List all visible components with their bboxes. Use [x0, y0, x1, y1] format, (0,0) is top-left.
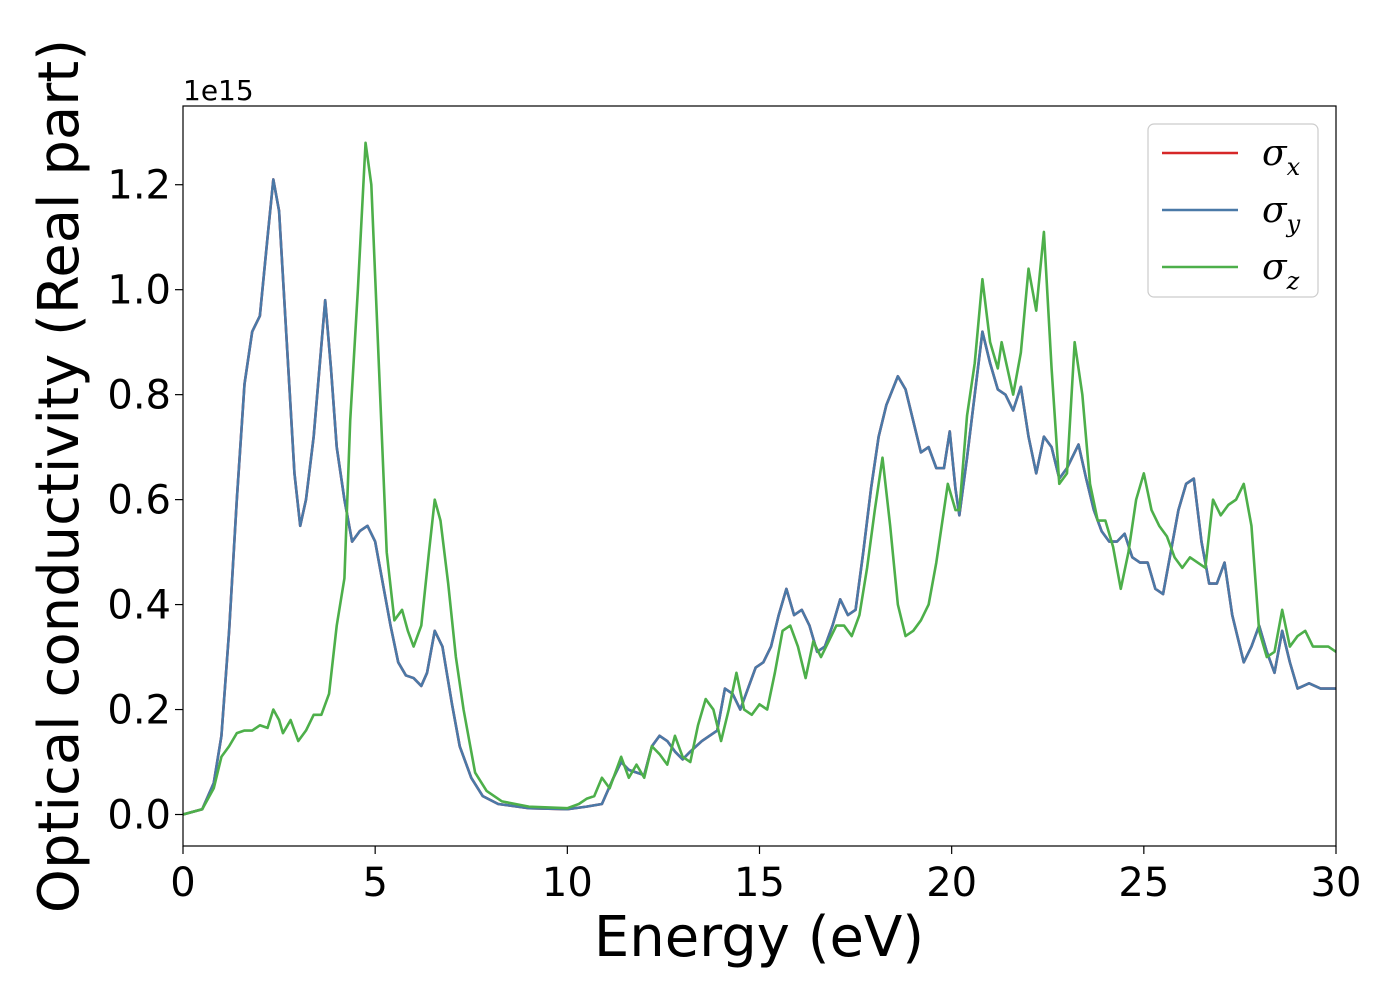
series-layer: [183, 141, 1336, 816]
legend-subscript: z: [1286, 267, 1300, 295]
legend-symbol: σ: [1262, 133, 1288, 174]
legend-symbol: σ: [1262, 247, 1288, 288]
legend-subscript: y: [1286, 210, 1301, 238]
y-axis-label: Optical conductivity (Real part): [27, 39, 92, 913]
y-tick-label: 0.4: [107, 583, 171, 629]
legend-symbol: σ: [1262, 190, 1288, 231]
y-tick-label: 1.2: [107, 163, 171, 209]
legend-label-x: σx: [1262, 133, 1301, 181]
x-tick-label: 30: [1311, 860, 1362, 906]
x-tick-label: 20: [926, 860, 977, 906]
y-tick-label: 0.8: [107, 373, 171, 419]
x-tick-label: 0: [170, 860, 195, 906]
x-axis-label: Energy (eV): [594, 905, 924, 970]
legend-label-y: σy: [1262, 190, 1301, 238]
x-axis-ticks: 0 5 10 15 20 25 30: [170, 846, 1361, 906]
x-tick-label: 15: [734, 860, 785, 906]
y-tick-label: 0.2: [107, 688, 171, 734]
x-tick-label: 25: [1118, 860, 1169, 906]
legend-subscript: x: [1287, 153, 1301, 181]
series-line-y: [183, 178, 1336, 816]
legend-label-z: σz: [1262, 247, 1300, 295]
y-tick-label: 0.6: [107, 478, 171, 524]
y-axis-ticks: 0.0 0.2 0.4 0.6 0.8 1.0 1.2: [107, 163, 183, 839]
y-tick-label: 0.0: [107, 793, 171, 839]
y-offset-label: 1e15: [183, 74, 254, 107]
y-tick-label: 1.0: [107, 268, 171, 314]
x-tick-label: 10: [542, 860, 593, 906]
series-line-z: [183, 141, 1336, 816]
x-tick-label: 5: [362, 860, 387, 906]
